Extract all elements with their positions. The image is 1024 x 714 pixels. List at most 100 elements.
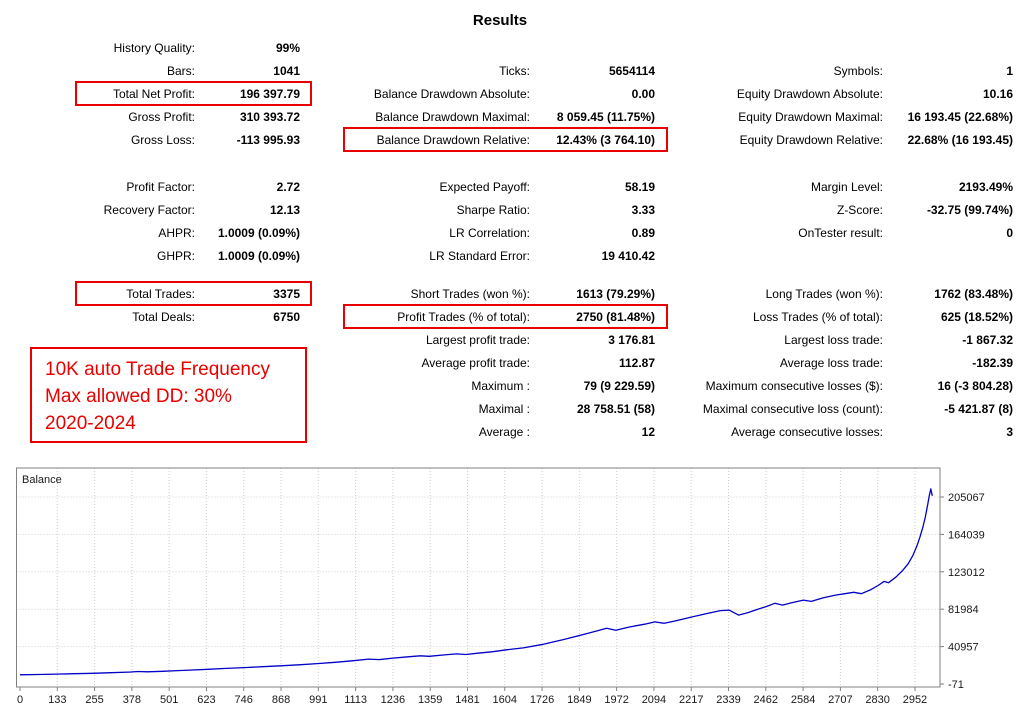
- stat-value: 0: [1006, 225, 1013, 240]
- annotation-line: 10K auto Trade Frequency: [45, 359, 270, 380]
- stat-row: Sharpe Ratio: 3.33: [348, 198, 655, 221]
- stat-row: Balance Drawdown Relative: 12.43% (3 764.…: [343, 127, 668, 152]
- annotation-box: 10K auto Trade Frequency Max allowed DD: …: [30, 347, 307, 443]
- stat-row: Profit Factor: 2.72: [18, 175, 300, 198]
- stats-group-middle-mid: Expected Payoff: 58.19 Sharpe Ratio: 3.33 LR…: [348, 175, 655, 267]
- x-axis-tick-label: 255: [85, 694, 103, 706]
- stat-value: 22.68% (16 193.45): [907, 132, 1013, 147]
- stat-row: Margin Level: 2193.49%: [688, 175, 1013, 198]
- stat-value: 1.0009 (0.09%): [217, 225, 300, 240]
- chart-legend-label: Balance: [22, 474, 62, 486]
- stat-row: Largest profit trade: 3 176.81: [348, 328, 655, 351]
- stat-row: Symbols: 1: [688, 59, 1013, 82]
- stat-row: Loss Trades (% of total): 625 (18.52%): [688, 305, 1013, 328]
- x-axis-tick-label: 2094: [642, 694, 666, 706]
- stat-row: Equity Drawdown Relative: 22.68% (16 193.…: [688, 128, 1013, 151]
- stat-label: Total Trades:: [126, 286, 195, 301]
- stats-group-left-top: History Quality: 99% Bars: 1041 Total Net Pr…: [18, 36, 312, 151]
- stat-row: Average consecutive losses: 3: [688, 420, 1013, 443]
- stat-row: Largest loss trade: -1 867.32: [688, 328, 1013, 351]
- stat-label: History Quality:: [113, 40, 195, 55]
- plot-border: [16, 467, 941, 688]
- balance-chart-svg: -71 40957 81984 123012 164039 205067 0 133 255 37…: [16, 467, 985, 706]
- stat-label: Largest loss trade:: [784, 332, 883, 347]
- stat-label: Balance Drawdown Absolute:: [373, 86, 530, 101]
- stat-row: Ticks: 5654114: [348, 59, 655, 82]
- stat-row: Average profit trade: 112.87: [348, 351, 655, 374]
- balance-chart: -71 40957 81984 123012 164039 205067 0 133 255 37…: [10, 462, 1014, 709]
- stat-value: 196 397.79: [239, 86, 300, 101]
- stat-value: 6750: [273, 309, 300, 324]
- y-axis-tick-label: 164039: [948, 529, 985, 541]
- stat-value: 112.87: [618, 355, 655, 370]
- stat-value: 1: [1006, 63, 1013, 78]
- stat-row: Maximum consecutive losses ($): 16 (-3 80…: [688, 374, 1013, 397]
- stat-value: 12: [641, 424, 655, 439]
- stat-value: 3375: [273, 286, 300, 301]
- stat-label: GHPR:: [156, 248, 195, 263]
- stat-label: Symbols:: [833, 63, 883, 78]
- stat-row: OnTester result: 0: [688, 221, 1013, 244]
- x-axis-tick-label: 623: [197, 694, 215, 706]
- stat-row: Total Net Profit: 196 397.79: [18, 81, 312, 106]
- stat-row: Gross Profit: 310 393.72: [18, 105, 300, 128]
- stat-label: Largest profit trade:: [425, 332, 530, 347]
- stat-label: AHPR:: [158, 225, 195, 240]
- stat-label: Maximum consecutive losses ($):: [705, 378, 883, 393]
- annotation-line: Max allowed DD: 30%: [45, 386, 232, 407]
- stat-label: Bars:: [166, 63, 195, 78]
- stats-group-left-mid: Profit Factor: 2.72 Recovery Factor: 12.13 A…: [18, 175, 300, 267]
- x-axis-tick-label: 1849: [567, 694, 591, 706]
- balance-line: [19, 488, 933, 676]
- stat-label: Ticks:: [499, 63, 530, 78]
- stat-value: 3.33: [631, 202, 655, 217]
- stat-row: Maximal consecutive loss (count): -5 421.…: [688, 397, 1013, 420]
- x-axis-tick-label: 2584: [791, 694, 815, 706]
- stats-column-right: Symbols: 1 Equity Drawdown Absolute: 10.16 E…: [688, 0, 1013, 443]
- stat-value: -5 421.87 (8): [944, 401, 1013, 416]
- stat-value: 79 (9 229.59): [583, 378, 655, 393]
- stat-value: 5654114: [608, 63, 655, 78]
- x-axis-tick-label: 0: [17, 694, 23, 706]
- stat-row: Balance Drawdown Absolute: 0.00: [348, 82, 655, 105]
- stats-group-left-bottom: Total Trades: 3375 Total Deals: 6750: [18, 281, 312, 328]
- stat-row: Average loss trade: -182.39: [688, 351, 1013, 374]
- stat-value: 2193.49%: [958, 179, 1013, 194]
- stats-column-left: History Quality: 99% Bars: 1041 Total Net Pr…: [18, 0, 312, 328]
- stat-label: Maximum :: [471, 378, 530, 393]
- stat-label: Profit Factor:: [126, 179, 195, 194]
- stat-label: Sharpe Ratio:: [456, 202, 530, 217]
- stat-value: 10.16: [982, 86, 1013, 101]
- stat-label: LR Standard Error:: [429, 248, 530, 263]
- stat-row: Recovery Factor: 12.13: [18, 198, 300, 221]
- x-axis-tick-label: 1972: [604, 694, 628, 706]
- stat-value: 1613 (79.29%): [576, 286, 655, 301]
- stat-value: 12.43% (3 764.10): [556, 132, 655, 147]
- stat-label: Loss Trades (% of total):: [752, 309, 883, 324]
- stat-label: Profit Trades (% of total):: [397, 309, 530, 324]
- stat-row: Total Deals: 6750: [18, 305, 300, 328]
- page-title: Results: [472, 12, 528, 29]
- stat-row: LR Standard Error: 19 410.42: [348, 244, 655, 267]
- stats-group-right-top: Symbols: 1 Equity Drawdown Absolute: 10.16 E…: [688, 59, 1013, 151]
- x-axis-tick-label: 868: [272, 694, 290, 706]
- y-axis-tick-label: 123012: [948, 567, 985, 579]
- stat-value: 310 393.72: [239, 109, 300, 124]
- stat-label: Average :: [478, 424, 530, 439]
- stat-row: LR Correlation: 0.89: [348, 221, 655, 244]
- stat-value: 99%: [275, 40, 300, 55]
- y-axis-tick-label: 205067: [948, 492, 985, 504]
- stats-group-right-bottom: Long Trades (won %): 1762 (83.48%) Loss Tr…: [688, 282, 1013, 443]
- x-axis-tick-label: 501: [160, 694, 178, 706]
- stat-value: 16 193.45 (22.68%): [907, 109, 1013, 124]
- stat-label: Balance Drawdown Maximal:: [375, 109, 530, 124]
- stat-value: -32.75 (99.74%): [926, 202, 1013, 217]
- stats-group-middle-top: Ticks: 5654114 Balance Drawdown Absolute: 0…: [343, 59, 668, 152]
- stat-label: LR Correlation:: [449, 225, 530, 240]
- stat-label: Average loss trade:: [779, 355, 883, 370]
- x-axis-tick-label: 1481: [455, 694, 479, 706]
- stat-row: Expected Payoff: 58.19: [348, 175, 655, 198]
- stat-row: Profit Trades (% of total): 2750 (81.48%): [343, 304, 668, 329]
- stats-group-right-mid: Margin Level: 2193.49% Z-Score: -32.75 (99.…: [688, 175, 1013, 244]
